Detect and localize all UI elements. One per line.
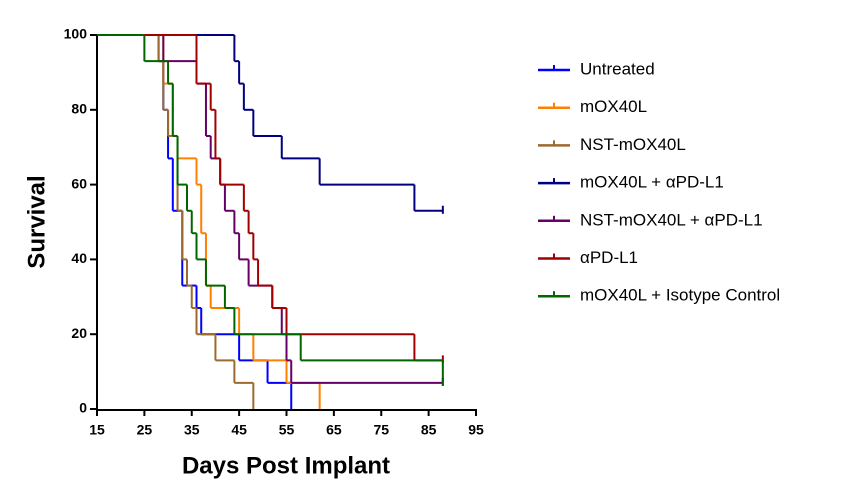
y-tick-label: 40 xyxy=(71,250,87,266)
x-tick-label: 55 xyxy=(279,422,295,438)
x-axis-title: Days Post Implant xyxy=(182,452,390,479)
legend-label: αPD-L1 xyxy=(580,248,638,267)
legend-label: Untreated xyxy=(580,59,655,78)
x-tick-label: 85 xyxy=(421,422,437,438)
x-tick-label: 95 xyxy=(468,422,484,438)
y-axis-title: Survival xyxy=(23,175,50,268)
y-tick-label: 20 xyxy=(71,325,87,341)
x-tick-label: 25 xyxy=(137,422,153,438)
y-tick-label: 100 xyxy=(64,26,88,42)
x-tick-label: 75 xyxy=(373,422,389,438)
legend-label: mOX40L + αPD-L1 xyxy=(580,173,724,192)
y-tick-label: 0 xyxy=(79,400,87,416)
x-tick-label: 45 xyxy=(231,422,247,438)
legend-label: NST-mOX40L xyxy=(580,135,686,154)
legend-label: NST-mOX40L + αPD-L1 xyxy=(580,210,763,229)
legend-label: mOX40L xyxy=(580,97,647,116)
x-tick-label: 15 xyxy=(89,422,105,438)
legend-label: mOX40L + Isotype Control xyxy=(580,286,780,305)
y-tick-label: 60 xyxy=(71,175,87,191)
x-tick-label: 35 xyxy=(184,422,200,438)
y-tick-label: 80 xyxy=(71,101,87,117)
x-tick-label: 65 xyxy=(326,422,342,438)
